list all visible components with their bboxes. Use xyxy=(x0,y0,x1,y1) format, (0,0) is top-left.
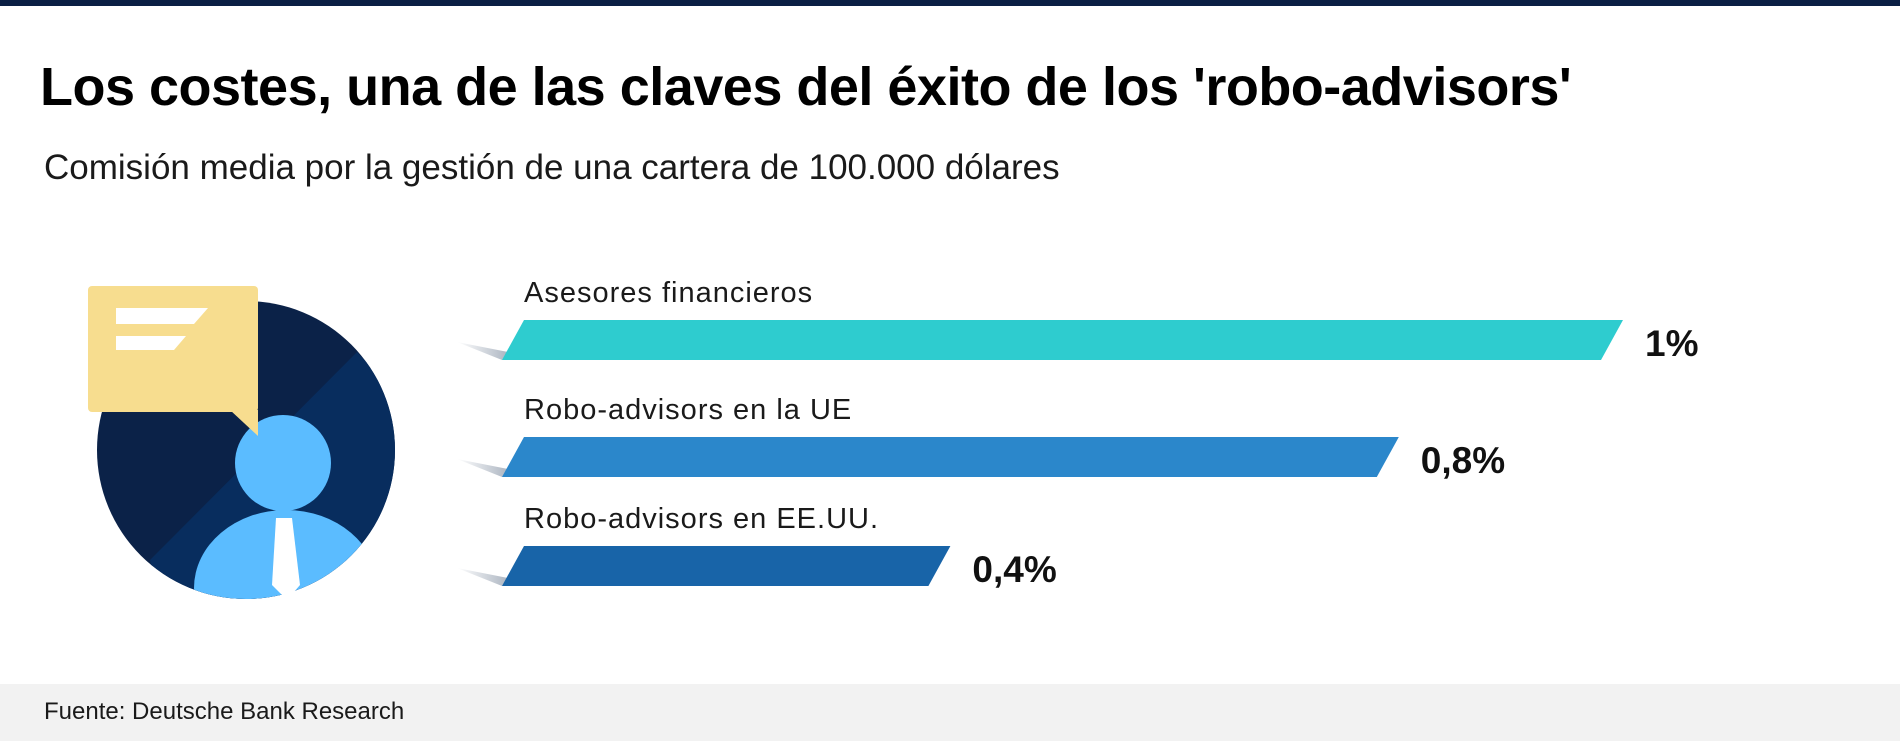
category-label: Asesores financieros xyxy=(524,277,813,309)
bar-shadow xyxy=(457,459,508,477)
value-label: 1% xyxy=(1645,323,1698,364)
bar-1 xyxy=(502,320,1623,360)
source-note: Fuente: Deutsche Bank Research xyxy=(44,698,405,725)
bar-shadow xyxy=(457,342,508,360)
footer-bar: Fuente: Deutsche Bank Research xyxy=(0,684,1900,741)
tie-icon xyxy=(272,518,300,600)
financial-advisor-icon xyxy=(0,270,420,610)
bar-shadow xyxy=(457,568,508,586)
chart-title: Los costes, una de las claves del éxito … xyxy=(40,57,1572,117)
category-label: Robo-advisors en la UE xyxy=(524,394,852,426)
chart-subtitle: Comisión media por la gestión de una car… xyxy=(44,148,1060,187)
category-label: Robo-advisors en EE.UU. xyxy=(524,503,879,535)
speech-bubble-icon xyxy=(88,286,258,436)
value-label: 0,4% xyxy=(972,549,1056,590)
value-label: 0,8% xyxy=(1421,440,1505,481)
bar-2 xyxy=(502,437,1399,477)
bar-3 xyxy=(502,546,951,586)
bar-chart: Asesores financieros 1% Robo-advisors en l… xyxy=(457,277,1698,590)
person-head xyxy=(235,415,331,511)
top-accent-bar xyxy=(0,0,1900,6)
